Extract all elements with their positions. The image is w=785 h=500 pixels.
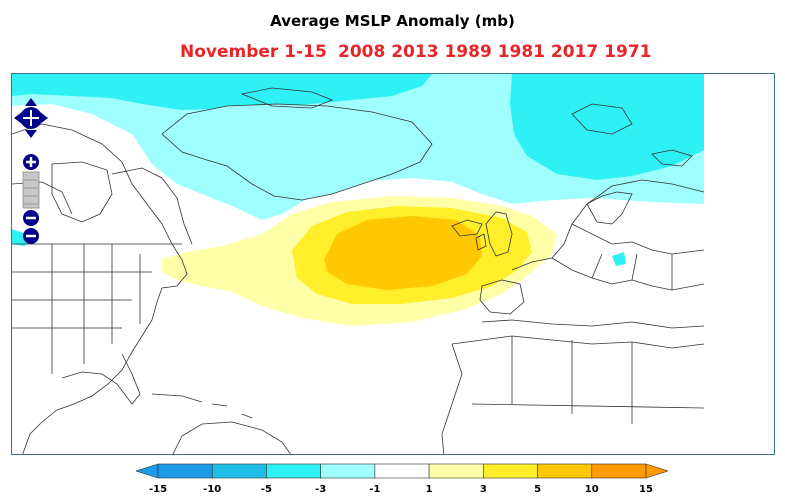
legend-swatch: [374, 463, 430, 479]
legend-tick-label: -15: [148, 484, 168, 495]
legend-swatch: [211, 463, 267, 479]
coastlines: [12, 87, 705, 454]
greenland: [161, 103, 433, 201]
date-period: November 1-15: [180, 42, 327, 62]
positive-anomaly-band-high: [324, 216, 482, 290]
zoom-slider[interactable]: [22, 171, 40, 209]
legend-swatch: [157, 463, 213, 479]
negative-anomaly-band-mid: [12, 74, 432, 110]
legend-swatch: [483, 463, 538, 479]
map-zoom-controls[interactable]: [14, 96, 48, 246]
chart-subtitle: November 1-15 2008 2013 1989 1981 2017 1…: [0, 42, 785, 64]
minus-icon-lower[interactable]: [23, 228, 39, 244]
positive-anomaly-spot-east: [612, 252, 626, 266]
pan-control-icon[interactable]: [14, 98, 48, 138]
legend-tick-label: 3: [479, 484, 487, 495]
legend-swatch: [428, 463, 484, 479]
color-legend: -15 -10 -5 -3 -1 1 3 5 10 15: [135, 462, 669, 498]
minus-icon[interactable]: [23, 210, 39, 226]
legend-tick-label: 1: [425, 484, 433, 495]
legend-tick-label: 5: [534, 484, 542, 495]
legend-swatch: [591, 463, 647, 479]
legend-tick-label: -5: [260, 484, 272, 495]
plus-icon[interactable]: [23, 154, 39, 170]
legend-tick-label: -10: [203, 484, 222, 495]
legend-tick-label: 15: [639, 484, 653, 495]
legend-tick-label: -1: [369, 484, 381, 495]
legend-arrow-high: [645, 463, 669, 479]
map-panel[interactable]: [11, 73, 775, 455]
legend-swatch: [320, 463, 376, 479]
legend-arrow-low: [135, 463, 159, 479]
chart-title: Average MSLP Anomaly (mb): [270, 12, 515, 30]
legend-swatch: [266, 463, 321, 479]
legend-tick-label: 10: [584, 484, 599, 495]
analog-years: 2008 2013 1989 1981 2017 1971: [338, 42, 652, 62]
map-canvas: [12, 74, 705, 454]
color-legend-bar: [135, 463, 669, 479]
legend-swatch: [537, 463, 593, 479]
legend-tick-label: -3: [315, 484, 327, 495]
